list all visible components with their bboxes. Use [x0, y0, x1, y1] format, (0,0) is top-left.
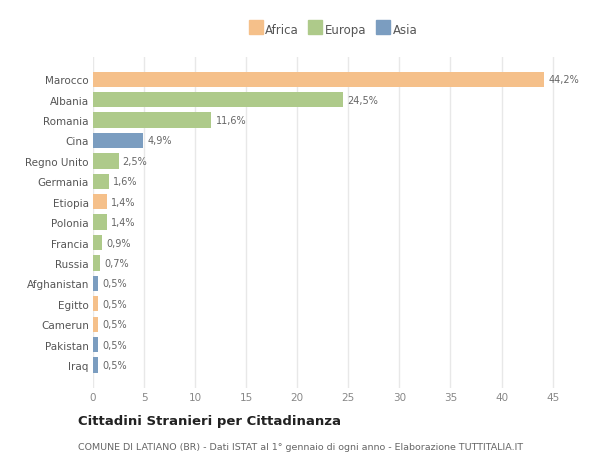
- Text: 0,5%: 0,5%: [102, 279, 127, 289]
- Text: 11,6%: 11,6%: [215, 116, 246, 126]
- Bar: [93, 256, 100, 271]
- Text: 1,6%: 1,6%: [113, 177, 138, 187]
- Text: COMUNE DI LATIANO (BR) - Dati ISTAT al 1° gennaio di ogni anno - Elaborazione TU: COMUNE DI LATIANO (BR) - Dati ISTAT al 1…: [78, 442, 523, 451]
- Text: 0,5%: 0,5%: [102, 340, 127, 350]
- Bar: [93, 297, 98, 312]
- Bar: [93, 134, 143, 149]
- Bar: [93, 73, 544, 88]
- Text: 0,5%: 0,5%: [102, 319, 127, 330]
- Text: 2,5%: 2,5%: [122, 157, 148, 167]
- Bar: [93, 337, 98, 353]
- Text: 0,5%: 0,5%: [102, 360, 127, 370]
- Text: 0,5%: 0,5%: [102, 299, 127, 309]
- Legend: Africa, Europa, Asia: Africa, Europa, Asia: [245, 20, 421, 40]
- Bar: [93, 235, 102, 251]
- Bar: [93, 195, 107, 210]
- Bar: [93, 215, 107, 230]
- Text: Cittadini Stranieri per Cittadinanza: Cittadini Stranieri per Cittadinanza: [78, 414, 341, 428]
- Text: 0,7%: 0,7%: [104, 258, 129, 269]
- Bar: [93, 154, 119, 169]
- Text: 24,5%: 24,5%: [347, 95, 378, 106]
- Bar: [93, 113, 211, 129]
- Bar: [93, 93, 343, 108]
- Bar: [93, 276, 98, 291]
- Bar: [93, 174, 109, 190]
- Text: 1,4%: 1,4%: [112, 218, 136, 228]
- Text: 0,9%: 0,9%: [106, 238, 131, 248]
- Bar: [93, 358, 98, 373]
- Text: 4,9%: 4,9%: [147, 136, 172, 146]
- Bar: [93, 317, 98, 332]
- Text: 44,2%: 44,2%: [548, 75, 579, 85]
- Text: 1,4%: 1,4%: [112, 197, 136, 207]
